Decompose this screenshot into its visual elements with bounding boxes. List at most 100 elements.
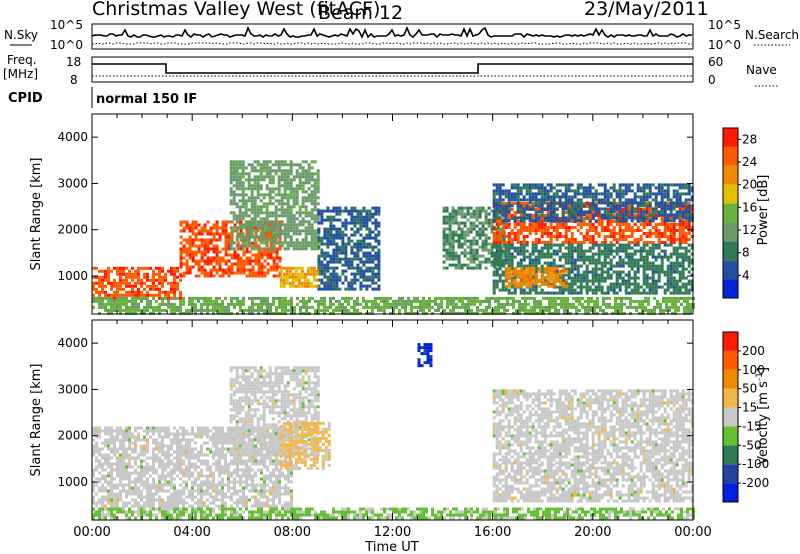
heatmap-cell <box>262 217 266 221</box>
heatmap-cell <box>461 299 464 303</box>
heatmap-cell <box>564 246 568 250</box>
heatmap-cell <box>295 184 299 188</box>
heatmap-cell <box>510 261 514 265</box>
heatmap-cell <box>304 229 308 233</box>
heatmap-cell <box>442 209 446 213</box>
heatmap-cell <box>268 199 272 203</box>
heatmap-cell <box>570 291 574 295</box>
heatmap-cell <box>648 186 652 190</box>
heatmap-cell <box>591 223 595 226</box>
heatmap-cell <box>684 249 688 253</box>
heatmap-cell <box>657 186 661 190</box>
heatmap-cell <box>606 208 610 211</box>
heatmap-cell <box>292 247 296 251</box>
heatmap-cell <box>262 232 266 236</box>
heatmap-cell <box>152 281 155 285</box>
heatmap-cell <box>603 183 607 187</box>
heatmap-cell <box>519 288 523 292</box>
heatmap-cell <box>137 272 140 276</box>
heatmap-cell <box>377 248 381 252</box>
heatmap-cell <box>155 272 158 276</box>
heatmap-cell <box>678 285 682 289</box>
heatmap-cell <box>442 236 446 240</box>
heatmap-cell <box>271 223 275 227</box>
heatmap-cell <box>280 163 284 167</box>
heatmap-cell <box>271 175 275 179</box>
heatmap-cell <box>445 215 449 219</box>
heatmap-cell <box>521 305 524 309</box>
heatmap-cell <box>283 175 287 179</box>
heatmap-cell <box>295 223 299 227</box>
heatmap-cell <box>582 210 586 214</box>
heatmap-cell <box>597 201 601 205</box>
heatmap-cell <box>350 284 354 288</box>
heatmap-cell <box>502 251 506 255</box>
heatmap-cell <box>469 239 473 243</box>
heatmap-cell <box>332 302 335 306</box>
heatmap-cell <box>525 198 529 202</box>
heatmap-cell <box>618 226 622 229</box>
heatmap-cell <box>570 220 574 223</box>
heatmap-cell <box>235 244 239 248</box>
heatmap-cell <box>320 254 324 258</box>
heatmap-cell <box>374 254 378 258</box>
heatmap-cell <box>194 259 198 263</box>
heatmap-cell <box>519 223 523 226</box>
heatmap-cell <box>274 217 278 221</box>
heatmap-cell <box>509 296 512 300</box>
heatmap-cell <box>533 299 536 303</box>
heatmap-cell <box>600 279 604 283</box>
heatmap-cell <box>203 238 207 242</box>
heatmap-cell <box>170 290 173 294</box>
heatmap-cell <box>519 207 523 211</box>
heatmap-cell <box>269 223 273 227</box>
heatmap-cell <box>633 276 637 280</box>
heatmap-cell <box>259 226 263 230</box>
heatmap-cell <box>251 268 255 272</box>
heatmap-cell <box>681 229 685 232</box>
heatmap-cell <box>374 206 378 210</box>
heatmap-cell <box>277 187 281 191</box>
heatmap-cell <box>274 220 278 224</box>
heatmap-cell <box>562 269 566 273</box>
heatmap-cell <box>229 202 233 206</box>
heatmap-cell <box>481 224 485 228</box>
heatmap-cell <box>516 232 520 235</box>
heatmap-cell <box>478 263 482 267</box>
heatmap-cell <box>582 235 586 238</box>
heatmap-cell <box>624 252 628 256</box>
heatmap-cell <box>546 195 550 199</box>
heatmap-cell <box>170 281 173 285</box>
heatmap-cell <box>281 308 284 312</box>
heatmap-cell <box>449 302 452 306</box>
heatmap-cell <box>457 224 461 228</box>
heatmap-cell <box>262 205 266 209</box>
heatmap-cell <box>645 210 649 214</box>
heatmap-cell <box>170 305 173 309</box>
heatmap-cell <box>588 226 592 229</box>
heatmap-cell <box>104 278 107 282</box>
heatmap-cell <box>194 302 197 306</box>
heatmap-cell <box>185 226 189 230</box>
heatmap-cell <box>546 235 550 238</box>
heatmap-cell <box>546 198 550 202</box>
heatmap-cell <box>230 253 234 257</box>
heatmap-cell <box>678 210 682 214</box>
heatmap-cell <box>687 232 691 235</box>
heatmap-cell <box>347 281 351 285</box>
heatmap-cell <box>576 219 580 223</box>
heatmap-cell <box>651 241 655 244</box>
heatmap-cell <box>350 209 354 213</box>
heatmap-cell <box>603 229 607 232</box>
heatmap-cell <box>624 255 628 259</box>
heatmap-cell <box>645 204 649 208</box>
heatmap-cell <box>374 212 378 216</box>
heatmap-cell <box>272 268 276 272</box>
heatmap-cell <box>588 229 592 232</box>
heatmap-cell <box>185 238 189 242</box>
heatmap-cell <box>451 239 455 243</box>
heatmap-cell <box>307 241 311 245</box>
heatmap-cell <box>203 271 207 275</box>
heatmap-cell <box>247 181 251 185</box>
heatmap-cell <box>259 184 263 188</box>
